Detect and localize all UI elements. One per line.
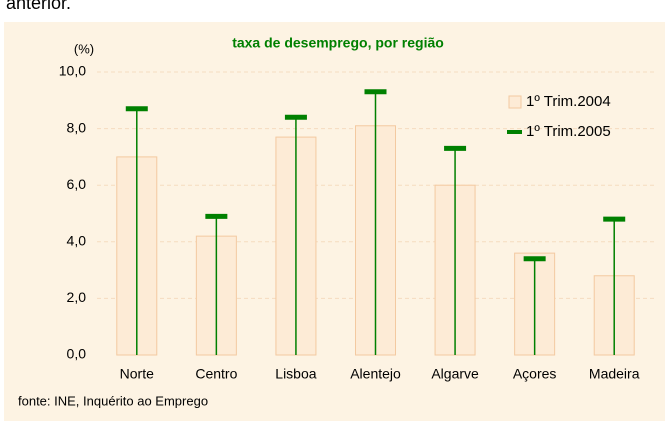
y-tick-label: 4,0 (67, 233, 87, 249)
x-tick-label: Norte (120, 366, 154, 382)
x-tick-label: Madeira (589, 366, 640, 382)
y-tick-label: 6,0 (67, 176, 87, 192)
chart-title: taxa de desemprego, por região (232, 35, 444, 51)
y-tick-label: 10,0 (59, 63, 86, 79)
y-tick-label: 8,0 (67, 119, 87, 135)
x-tick-label: Algarve (431, 366, 479, 382)
header-text: anterior. (6, 0, 71, 13)
source: fonte: INE, Inquérito ao Emprego (18, 393, 208, 408)
y-tick-label: 0,0 (67, 346, 87, 362)
x-tick-label: Lisboa (275, 366, 316, 382)
x-tick-label: Alentejo (350, 366, 401, 382)
x-tick-label: Açores (513, 366, 557, 382)
y-unit: (%) (74, 41, 94, 56)
legend-label: 1º Trim.2004 (526, 93, 611, 110)
legend-swatch (508, 95, 522, 109)
x-tick-label: Centro (195, 366, 237, 382)
legend-label: 1º Trim.2005 (526, 123, 611, 140)
chart-panel (4, 22, 665, 421)
y-tick-label: 2,0 (67, 289, 87, 305)
